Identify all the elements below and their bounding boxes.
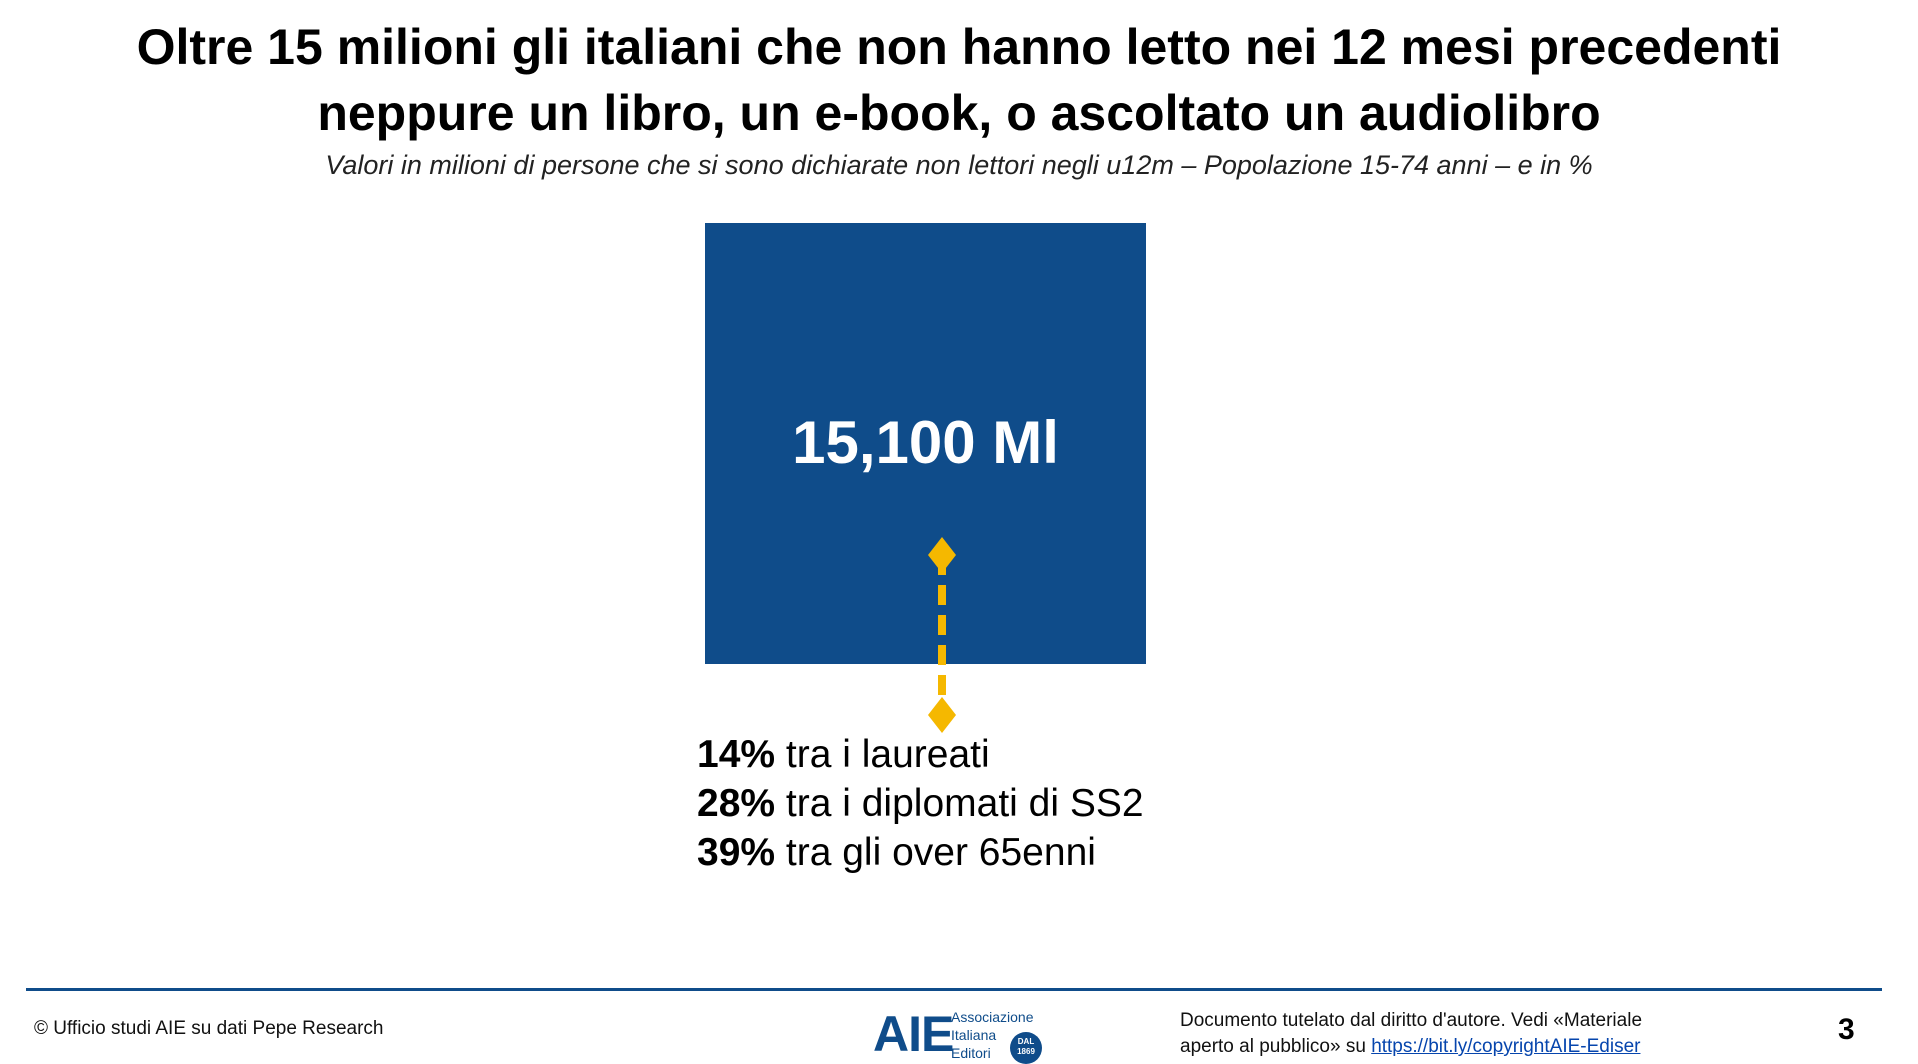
stat-laureati: 14% tra i laureati: [697, 730, 1144, 779]
aie-logo: AIE Associazione Italiana Editori DAL 18…: [873, 1006, 1053, 1064]
stat-text: tra gli over 65enni: [775, 831, 1096, 874]
notice-line-2: aperto al pubblico» su https://bit.ly/co…: [1180, 1034, 1642, 1060]
stats-list: 14% tra i laureati 28% tra i diplomati d…: [697, 730, 1144, 877]
badge-line-2: 1869: [1017, 1047, 1035, 1056]
stat-diplomati: 28% tra i diplomati di SS2: [697, 779, 1144, 828]
dashed-arrow-icon: [928, 537, 956, 733]
stat-over65: 39% tra gli over 65enni: [697, 828, 1144, 877]
logo-line-1: Associazione: [951, 1009, 1034, 1025]
notice-line-2-text: aperto al pubblico» su: [1180, 1036, 1372, 1057]
slide-subtitle: Valori in milioni di persone che si sono…: [325, 150, 1593, 180]
copyright-link[interactable]: https://bit.ly/copyrightAIE-Ediser: [1371, 1036, 1641, 1057]
stat-percent: 28%: [697, 782, 776, 825]
non-readers-box: [705, 223, 1146, 664]
logo-text: Associazione Italiana Editori: [951, 1008, 1034, 1062]
badge-line-1: DAL: [1017, 1037, 1035, 1046]
logo-badge: DAL 1869: [1010, 1032, 1042, 1064]
page-number: 3: [1838, 1013, 1855, 1046]
non-readers-value: 15,100 Ml: [792, 409, 1059, 476]
footer-divider: [26, 988, 1882, 991]
notice-line-1: Documento tutelato dal diritto d'autore.…: [1180, 1010, 1643, 1031]
logo-line-3: Editori: [951, 1045, 991, 1061]
stat-text: tra i laureati: [775, 733, 990, 776]
source-note: © Ufficio studi AIE su dati Pepe Researc…: [34, 1018, 384, 1039]
slide-title: Oltre 15 milioni gli italiani che non ha…: [0, 14, 1918, 146]
logo-line-2: Italiana: [951, 1027, 997, 1043]
title-line-2: neppure un libro, un e-book, o ascoltato…: [317, 85, 1601, 141]
copyright-notice: Documento tutelato dal diritto d'autore.…: [1180, 1008, 1642, 1060]
stat-percent: 39%: [697, 831, 776, 874]
stat-text: tra i diplomati di SS2: [775, 782, 1144, 825]
stat-percent: 14%: [697, 733, 776, 776]
title-line-1: Oltre 15 milioni gli italiani che non ha…: [136, 19, 1782, 75]
logo-mark: AIE: [873, 1006, 954, 1062]
